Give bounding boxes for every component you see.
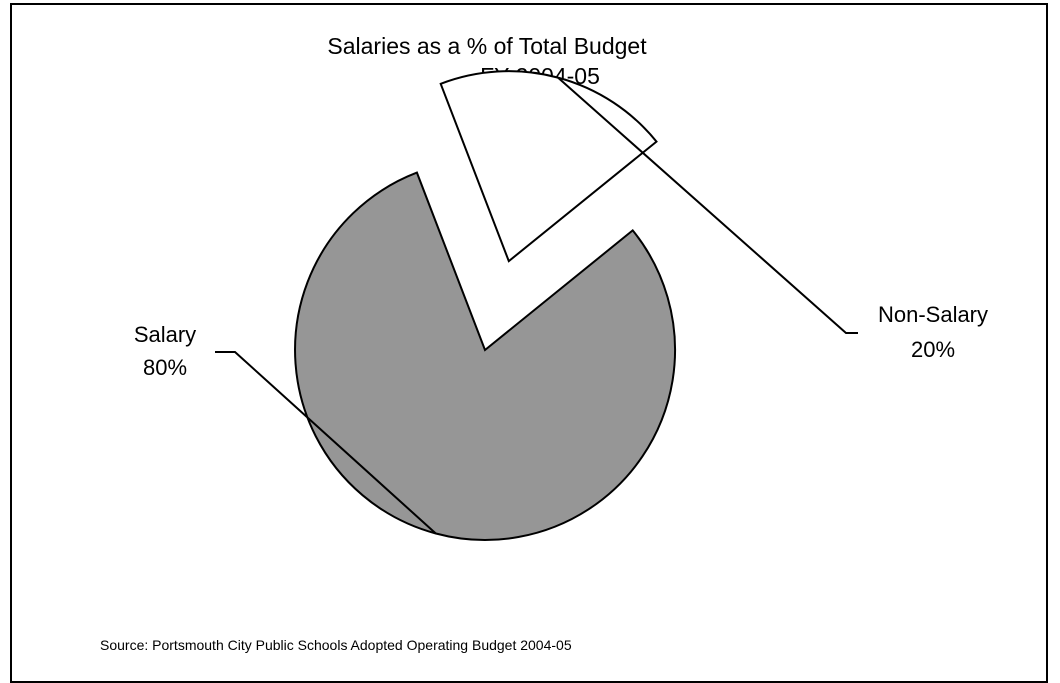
slice-label-non-salary-name: Non-Salary xyxy=(878,302,988,327)
leader-line-salary xyxy=(215,351,437,535)
source-note: Source: Portsmouth City Public Schools A… xyxy=(100,637,572,653)
slice-label-salary-name: Salary xyxy=(134,322,196,347)
pie-chart: Salaries as a % of Total Budget FY 2004-… xyxy=(100,33,988,653)
slice-label-salary-value: 80% xyxy=(143,355,187,380)
slice-label-non-salary-value: 20% xyxy=(911,337,955,362)
pie-slice-non-salary xyxy=(439,70,658,263)
pie-slice-salary xyxy=(294,171,676,541)
chart-title: Salaries as a % of Total Budget xyxy=(327,33,647,59)
leader-line-non-salary xyxy=(557,76,858,334)
